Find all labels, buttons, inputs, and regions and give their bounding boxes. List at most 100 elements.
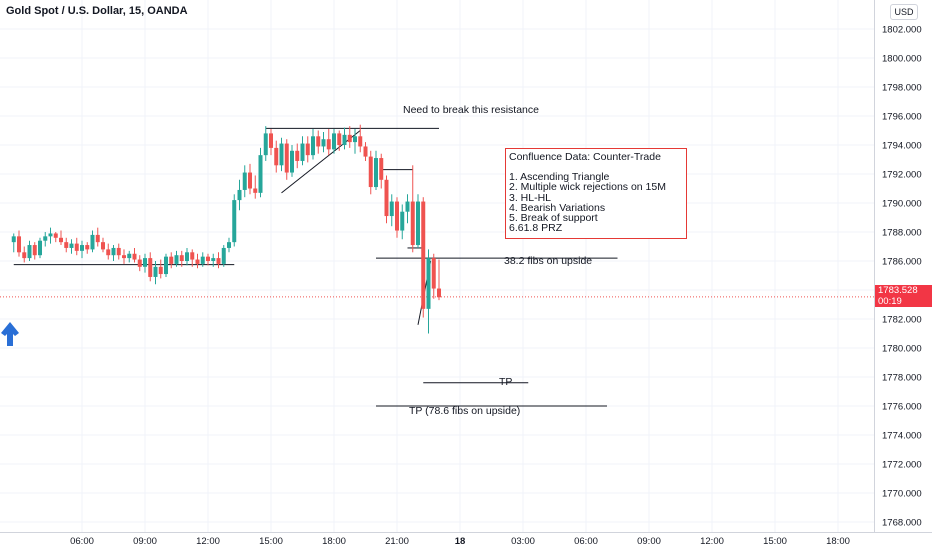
- drawing-layer: [0, 127, 874, 407]
- price-tick-label: 1796.000: [882, 112, 922, 123]
- triangle-trendline: [281, 130, 361, 194]
- candle-body: [174, 255, 179, 264]
- candle-body: [284, 143, 289, 173]
- candle-body: [74, 243, 79, 251]
- candle-body: [90, 234, 95, 250]
- price-tick-label: 1774.000: [882, 431, 922, 442]
- confluence-item: 4. Bearish Variations: [509, 201, 606, 214]
- candle-body: [400, 211, 405, 231]
- candle: [90, 230, 95, 253]
- candle-body: [69, 243, 74, 248]
- candle-body: [53, 233, 58, 238]
- candle: [211, 253, 216, 267]
- confluence-title: Confluence Data: Counter-Trade: [509, 151, 661, 163]
- candle-series: [11, 124, 441, 334]
- candle: [258, 147, 263, 198]
- candle: [253, 175, 258, 199]
- candle: [232, 194, 237, 247]
- grid: [0, 0, 874, 532]
- candle-body: [85, 245, 90, 250]
- candle-body: [374, 158, 378, 188]
- candle: [95, 227, 100, 247]
- candle: [321, 131, 326, 153]
- candle: [153, 261, 158, 285]
- candle-body: [431, 258, 436, 289]
- candle-body: [242, 172, 247, 190]
- candle: [316, 130, 321, 154]
- candle: [43, 232, 48, 247]
- price-axis[interactable]: 1802.000 1800.000 1798.000 1796.000 1794.000…: [874, 0, 922, 532]
- candle: [106, 243, 111, 260]
- candle-body: [48, 233, 53, 237]
- time-tick-label: 15:00: [763, 536, 787, 547]
- price-tick-label: 1770.000: [882, 489, 922, 500]
- candle-body: [17, 236, 21, 253]
- price-tick-label: 1768.000: [882, 518, 922, 529]
- candle: [137, 255, 142, 272]
- candle-body: [358, 136, 363, 147]
- candle-body: [59, 237, 63, 243]
- confluence-item: 6.61.8 PRZ: [509, 222, 563, 235]
- candle: [242, 165, 247, 198]
- candle: [174, 250, 179, 267]
- time-tick-label: 18:00: [322, 536, 346, 547]
- price-tick-label: 1772.000: [882, 460, 922, 471]
- candle: [332, 129, 336, 154]
- candle-body: [437, 288, 441, 298]
- candle-body: [426, 258, 431, 309]
- candle-body: [116, 247, 121, 256]
- candle: [353, 129, 357, 154]
- candle-body: [22, 252, 27, 259]
- candle-body: [384, 179, 389, 217]
- candle-body: [80, 245, 84, 251]
- price-tick-label: 1776.000: [882, 402, 922, 413]
- candle-body: [127, 253, 132, 259]
- candle: [122, 249, 126, 264]
- candle: [274, 140, 279, 173]
- candle-body: [311, 136, 315, 156]
- candle: [290, 145, 294, 177]
- candle-body: [195, 259, 200, 264]
- candle: [279, 137, 284, 172]
- candle: [206, 253, 210, 266]
- confluence-note: Confluence Data: Counter-Trade 1. Ascend…: [505, 148, 687, 239]
- candle-body: [305, 143, 310, 156]
- candle-body: [253, 188, 258, 193]
- candle-body: [363, 146, 368, 157]
- candle: [148, 252, 153, 282]
- candle-body: [379, 158, 384, 180]
- candle: [379, 153, 384, 189]
- candle-body: [101, 242, 105, 250]
- candle-body: [169, 256, 174, 264]
- candle: [300, 136, 305, 166]
- candle: [185, 247, 189, 266]
- candle: [358, 124, 363, 153]
- candle: [53, 232, 58, 243]
- candle: [74, 237, 79, 256]
- price-tick-label: 1782.000: [882, 315, 922, 326]
- candle: [374, 150, 378, 190]
- candle-body: [279, 143, 284, 166]
- confluence-item: 5. Break of support: [509, 212, 598, 225]
- candle: [69, 239, 74, 254]
- candle: [342, 127, 347, 150]
- candle: [305, 136, 310, 163]
- candle: [48, 227, 53, 244]
- time-axis[interactable]: 06:00 09:00 12:00 15:00 18:00 21:00 18 03:00 06:…: [0, 532, 932, 548]
- candle-body: [148, 258, 153, 277]
- candle-body: [164, 256, 168, 275]
- candle-body: [321, 139, 326, 147]
- candle: [269, 129, 273, 156]
- time-tick-label: 12:00: [196, 536, 220, 547]
- time-tick-label: 15:00: [259, 536, 283, 547]
- candle: [127, 250, 132, 263]
- candle: [17, 230, 21, 257]
- candle: [237, 179, 242, 211]
- price-tick-label: 1780.000: [882, 344, 922, 355]
- candle-body: [263, 133, 268, 156]
- price-tick-label: 1800.000: [882, 54, 922, 65]
- tp-label: TP: [499, 376, 513, 388]
- currency-button[interactable]: USD: [890, 4, 918, 20]
- candle: [400, 204, 405, 240]
